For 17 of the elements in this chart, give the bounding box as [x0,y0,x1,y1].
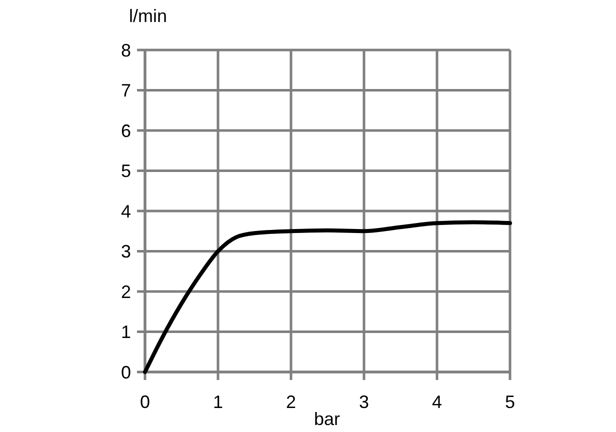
y-tick-label: 5 [120,161,131,182]
y-tick-label: 0 [120,362,131,382]
y-tick-label: 3 [120,242,131,262]
y-tick-label: 8 [120,40,131,60]
y-tick-label: 6 [120,120,131,141]
x-tick-label: 3 [358,392,370,412]
y-tick-label: 1 [120,322,131,342]
y-tick-label: 7 [120,80,131,101]
y-tick-label: 4 [120,201,131,222]
y-tick-label: 2 [120,282,131,302]
x-axis-title: bar [314,409,340,429]
x-tick-label: 1 [212,392,224,412]
x-tick-label: 2 [286,392,296,412]
x-tick-label: 5 [504,392,516,412]
y-axis-title: l/min [128,6,168,26]
x-tick-label: 0 [140,392,150,412]
x-tick-label: 4 [432,392,442,412]
